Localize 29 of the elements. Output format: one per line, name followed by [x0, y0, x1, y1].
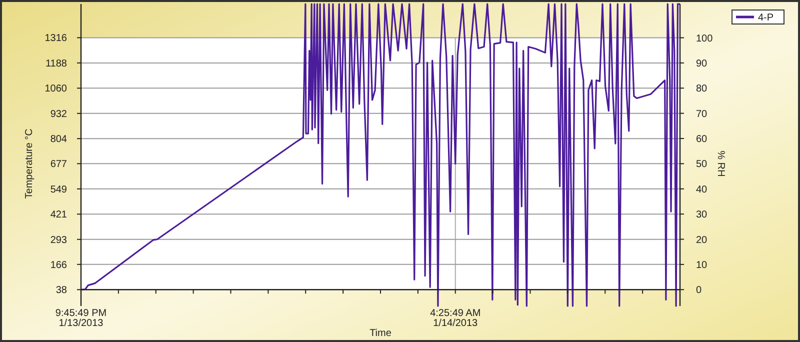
y-axis-title: Temperature °C [24, 128, 35, 199]
y-tick-label: 166 [50, 260, 68, 271]
y-tick-label: 549 [50, 184, 68, 196]
y2-tick-label: 20 [696, 234, 708, 246]
legend-label: 4-P [758, 12, 774, 24]
y-tick-label: 932 [50, 108, 68, 120]
y-tick-label: 804 [50, 134, 68, 146]
y2-tick-label: 90 [696, 58, 708, 70]
y2-tick-label: 10 [696, 260, 708, 271]
y-tick-label: 421 [50, 210, 68, 221]
y2-tick-label: 70 [696, 108, 708, 120]
y2-tick-label: 0 [696, 285, 702, 296]
y-tick-label: 677 [50, 159, 68, 170]
y2-tick-label: 30 [696, 210, 708, 221]
y2-tick-label: 100 [696, 33, 714, 44]
y2-tick-label: 40 [696, 184, 708, 196]
y-tick-label: 38 [56, 285, 68, 296]
y-tick-label: 1188 [45, 58, 68, 70]
x-axis-title: Time [370, 328, 392, 339]
y2-tick-label: 80 [696, 84, 708, 95]
y-tick-label: 1060 [44, 84, 68, 95]
y2-axis-title: % RH [715, 150, 726, 177]
x-tick-label: 4:25:49 AM 1/14/2013 [430, 308, 481, 329]
line-series [80, 3, 681, 307]
x-tick-label: 9:45:49 PM 1/13/2013 [55, 308, 107, 329]
y2-tick-label: 50 [696, 159, 708, 170]
y2-tick-label: 60 [696, 134, 708, 145]
y-tick-label: 293 [50, 234, 68, 246]
y-tick-label: 1316 [44, 33, 68, 44]
